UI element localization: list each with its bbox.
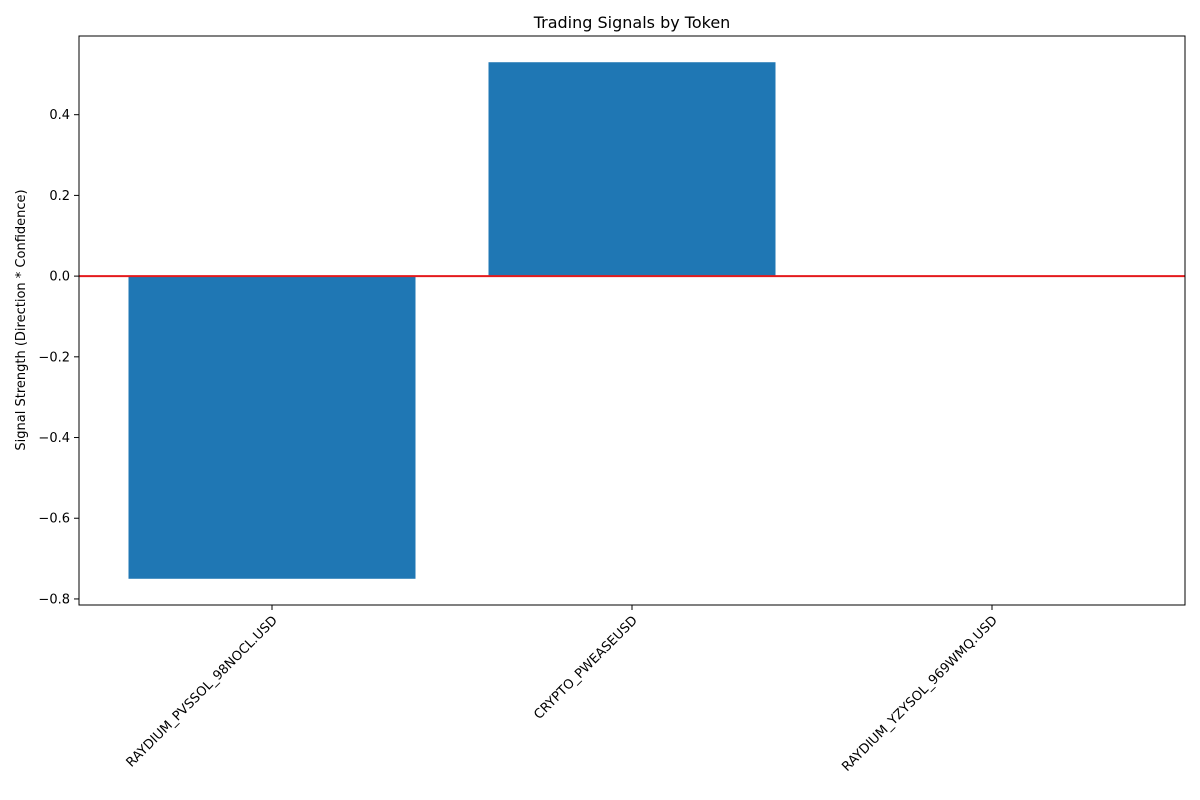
bar-0 <box>128 276 416 579</box>
y-tick-label-2: −0.4 <box>38 431 70 446</box>
bar-1 <box>488 62 776 277</box>
y-tick-label-0: −0.8 <box>38 592 70 607</box>
y-tick-label-5: 0.2 <box>49 189 70 204</box>
y-tick-label-6: 0.4 <box>49 108 70 123</box>
plot-frame <box>78 35 1186 606</box>
y-axis-label: Signal Strength (Direction * Confidence) <box>14 189 29 450</box>
y-axis: −0.8 −0.6 −0.4 −0.2 0.0 0.2 0.4 <box>38 108 79 607</box>
bars-group <box>128 62 776 579</box>
y-tick-label-3: −0.2 <box>38 350 70 365</box>
y-tick-label-4: 0.0 <box>49 270 70 285</box>
y-tick-label-1: −0.6 <box>38 512 70 527</box>
chart-title: Trading Signals by Token <box>533 13 731 32</box>
